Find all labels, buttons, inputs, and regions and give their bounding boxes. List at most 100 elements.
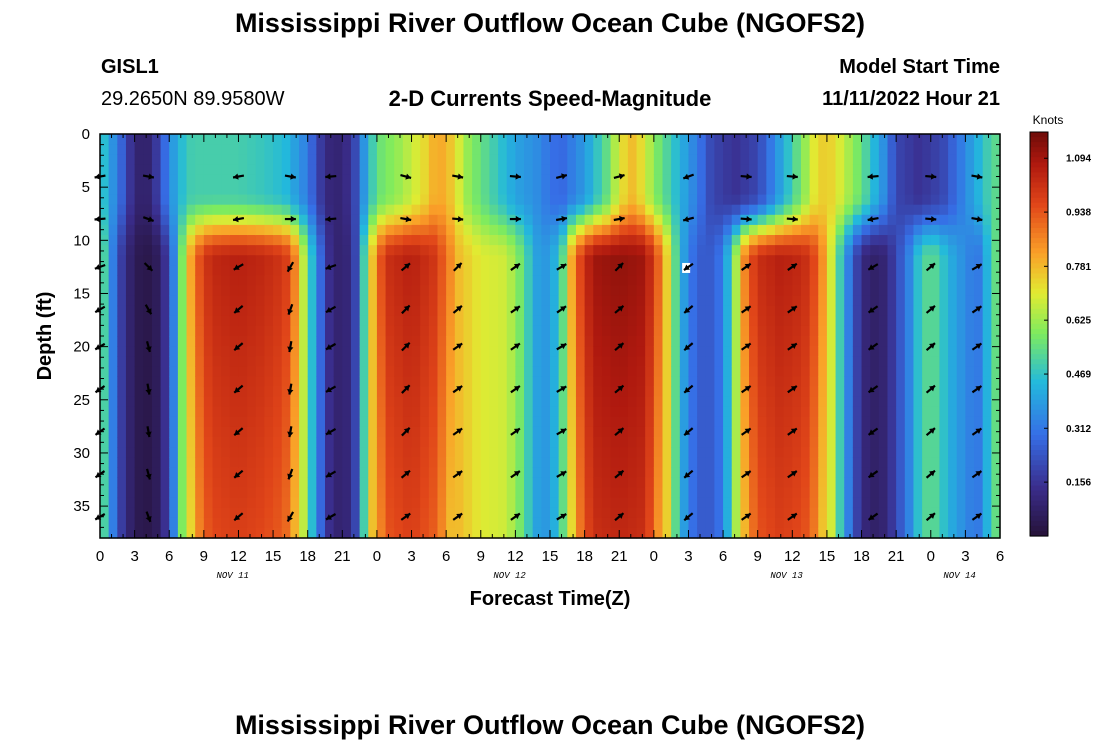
heatmap-cell: [541, 224, 551, 236]
heatmap-cell: [498, 194, 508, 206]
colorbar-swatch: [1030, 414, 1048, 421]
heatmap-cell: [835, 527, 845, 539]
heatmap-cell: [688, 416, 698, 428]
heatmap-cell: [307, 154, 317, 165]
heatmap-cell: [731, 265, 741, 276]
heatmap-cell: [506, 426, 516, 438]
heatmap-cell: [212, 315, 222, 327]
colorbar-swatch: [1030, 500, 1048, 507]
heatmap-cell: [333, 204, 343, 216]
heatmap-cell: [671, 346, 681, 357]
heatmap-cell: [325, 356, 335, 367]
x-tick-label: 9: [200, 548, 208, 565]
heatmap-cell: [489, 224, 499, 236]
heatmap-cell: [255, 285, 266, 297]
heatmap-cell: [974, 235, 984, 246]
heatmap-cell: [454, 507, 465, 519]
heatmap-cell: [645, 447, 655, 458]
heatmap-cell: [281, 275, 291, 287]
current-vector-arrow: [452, 427, 463, 436]
heatmap-cell: [749, 235, 759, 246]
date-label: NOV 12: [493, 571, 526, 581]
heatmap-cell: [229, 295, 240, 307]
colorbar-swatch: [1030, 369, 1048, 375]
heatmap-cell: [627, 346, 638, 357]
heatmap-cell: [333, 325, 343, 337]
heatmap-cell: [333, 346, 343, 357]
heatmap-cell: [342, 406, 352, 418]
vector-head: [146, 264, 153, 271]
heatmap-cell: [956, 305, 966, 317]
heatmap-cell: [316, 527, 326, 539]
heatmap-cell: [143, 224, 153, 236]
heatmap-cell: [982, 245, 992, 256]
heatmap-cell: [333, 134, 343, 145]
heatmap-cell: [394, 346, 404, 357]
heatmap-cell: [437, 437, 447, 448]
heatmap-cell: [524, 235, 534, 246]
heatmap-cell: [454, 487, 465, 499]
heatmap-cell: [255, 265, 266, 276]
current-vector-arrow: [682, 216, 695, 223]
heatmap-cell: [437, 356, 447, 367]
heatmap-cell: [818, 184, 828, 196]
heatmap-cell: [775, 396, 785, 408]
heatmap-cell: [575, 164, 586, 175]
heatmap-cell: [922, 406, 932, 418]
heatmap-cell: [550, 457, 560, 468]
heatmap-cell: [307, 457, 317, 468]
heatmap-cell: [134, 426, 144, 438]
heatmap-cell: [428, 457, 439, 468]
heatmap-cell: [550, 134, 560, 145]
heatmap-cell: [532, 426, 542, 438]
heatmap-cell: [844, 214, 854, 226]
heatmap-cell: [904, 265, 915, 276]
heatmap-cell: [991, 386, 1001, 398]
heatmap-cell: [299, 224, 309, 236]
heatmap-cell: [818, 325, 828, 337]
heatmap-cell: [775, 457, 785, 468]
heatmap-cell: [619, 376, 629, 388]
heatmap-cell: [550, 447, 560, 458]
heatmap-cell: [428, 194, 439, 206]
heatmap-cell: [714, 396, 724, 408]
colorbar-swatch: [1030, 374, 1048, 381]
heatmap-cell: [281, 245, 291, 256]
heatmap-cell: [325, 457, 335, 468]
vector-head: [929, 513, 935, 519]
heatmap-cell: [420, 275, 430, 287]
vector-head: [683, 173, 690, 180]
heatmap-cell: [922, 467, 932, 478]
current-vector-arrow: [510, 262, 521, 271]
heatmap-cell: [385, 305, 395, 317]
heatmap-cell: [489, 174, 499, 186]
heatmap-cell: [662, 497, 672, 509]
heatmap-cell: [100, 154, 110, 165]
heatmap-cell: [550, 144, 560, 155]
heatmap-cell: [316, 517, 326, 529]
heatmap-cell: [878, 416, 889, 428]
heatmap-cell: [974, 144, 984, 155]
heatmap-cell: [991, 406, 1001, 418]
heatmap-cell: [229, 204, 240, 216]
heatmap-cell: [117, 447, 127, 458]
heatmap-cell: [584, 285, 594, 297]
heatmap-cell: [740, 204, 750, 216]
heatmap-cell: [887, 315, 897, 327]
vector-head: [744, 306, 751, 312]
heatmap-cell: [688, 134, 698, 145]
heatmap-cell: [472, 497, 482, 509]
heatmap-cell: [878, 245, 889, 256]
vector-head: [145, 308, 152, 315]
heatmap-cell: [420, 285, 430, 297]
heatmap-cell: [428, 507, 439, 519]
heatmap-cell: [515, 517, 525, 529]
heatmap-cell: [151, 144, 162, 155]
heatmap-cell: [333, 497, 343, 509]
heatmap-cell: [861, 376, 871, 388]
heatmap-cell: [100, 325, 110, 337]
heatmap-cell: [922, 426, 932, 438]
heatmap-cell: [134, 457, 144, 468]
heatmap-cell: [740, 477, 750, 489]
heatmap-cell: [584, 356, 594, 367]
